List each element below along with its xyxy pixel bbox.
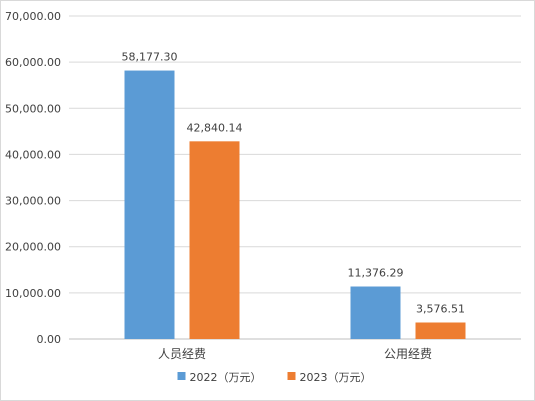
data-label: 11,376.29 xyxy=(348,267,404,280)
legend: 2022（万元） 2023（万元） xyxy=(177,371,372,384)
data-label: 58,177.30 xyxy=(122,51,178,64)
legend-label: 2022（万元） xyxy=(190,371,262,384)
legend-label: 2023（万元） xyxy=(300,371,372,384)
y-tick-label: 40,000.00 xyxy=(5,148,61,161)
y-tick-label: 60,000.00 xyxy=(5,56,61,69)
y-tick-label: 0.00 xyxy=(37,333,62,346)
data-label: 3,576.51 xyxy=(416,302,465,315)
bars xyxy=(124,70,466,339)
bar xyxy=(415,322,466,339)
category-label: 人员经费 xyxy=(158,347,206,361)
legend-swatch xyxy=(177,372,186,380)
data-label: 42,840.14 xyxy=(187,121,243,134)
legend-swatch xyxy=(287,372,296,380)
y-tick-label: 30,000.00 xyxy=(5,195,61,208)
y-tick-label: 10,000.00 xyxy=(5,287,61,300)
data-labels: 58,177.30 42,840.14 11,376.29 3,576.51 xyxy=(122,51,465,316)
bar xyxy=(124,70,175,339)
y-axis-tick-labels: 0.00 10,000.00 20,000.00 30,000.00 40,000.00… xyxy=(5,10,61,346)
y-tick-label: 70,000.00 xyxy=(5,10,61,23)
bar xyxy=(350,286,401,339)
category-label: 公用经费 xyxy=(384,347,432,361)
x-axis-category-labels: 人员经费 公用经费 xyxy=(158,347,432,361)
y-tick-label: 20,000.00 xyxy=(5,241,61,254)
y-tick-label: 50,000.00 xyxy=(5,102,61,115)
bar xyxy=(189,141,240,339)
